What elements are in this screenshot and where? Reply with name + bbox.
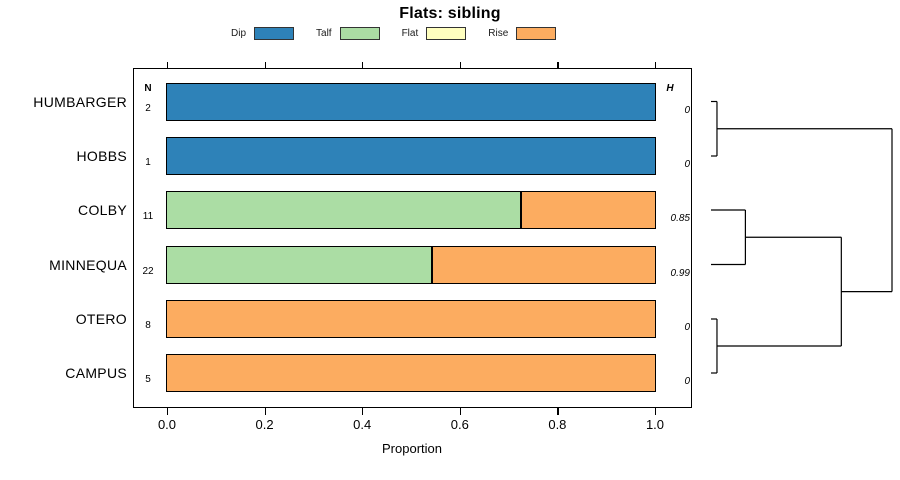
bar-segment-talf [167, 246, 433, 283]
bar-row [166, 300, 656, 338]
axis-tick-top [655, 61, 657, 68]
axis-tick-top [459, 61, 461, 68]
y-axis-label: OTERO [75, 311, 127, 327]
chart-title: Flats: sibling [399, 5, 501, 22]
axis-tick-label: 0.8 [548, 417, 567, 432]
bar-segment-rise [167, 301, 655, 337]
legend-swatch-talf [339, 27, 380, 40]
axis-tick-bottom [362, 408, 364, 415]
n-value: 11 [142, 211, 154, 222]
n-value: 22 [142, 265, 154, 277]
legend-item-rise: Rise [488, 27, 557, 40]
legend: Dip Talf Flat Rise [231, 27, 557, 40]
bar-row [166, 82, 656, 121]
n-column-header: N [144, 83, 152, 94]
n-value: 5 [145, 374, 151, 385]
h-value: 0 [684, 322, 690, 333]
x-axis-title: Proportion [382, 441, 442, 456]
legend-swatch-flat [426, 27, 467, 40]
h-value: 0 [684, 376, 690, 387]
y-axis-label: COLBY [78, 202, 127, 218]
legend-swatch-dip [254, 27, 295, 40]
y-axis-label: CAMPUS [65, 365, 127, 381]
legend-label: Rise [488, 28, 509, 39]
n-value: 1 [145, 157, 151, 168]
n-value: 2 [145, 102, 151, 114]
axis-tick-bottom [167, 408, 169, 415]
bar-row [166, 137, 656, 175]
axis-tick-label: 0.0 [157, 417, 177, 432]
n-value: 8 [145, 320, 151, 331]
h-value: 0.99 [670, 267, 690, 279]
bar-segment-dip [167, 138, 655, 174]
h-value: 0 [684, 104, 690, 116]
axis-tick-top [362, 61, 364, 68]
axis-tick-top [264, 61, 266, 68]
axis-tick-bottom [459, 408, 461, 415]
axis-tick-bottom [655, 408, 657, 415]
bar-segment-rise [521, 192, 655, 228]
bar-segment-dip [167, 83, 655, 120]
axis-tick-bottom [557, 408, 559, 415]
bar-segment-talf [167, 192, 522, 228]
y-axis-label: HUMBARGER [33, 93, 127, 110]
axis-tick-bottom [264, 408, 266, 415]
h-value: 0.85 [670, 213, 690, 224]
bar-row [166, 191, 656, 229]
axis-tick-label: 0.6 [450, 417, 469, 432]
axis-tick-label: 1.0 [645, 417, 665, 432]
plot-frame [133, 68, 692, 408]
bar-segment-rise [432, 246, 655, 283]
axis-tick-top [167, 61, 169, 68]
y-axis-label: MINNEQUA [49, 256, 127, 273]
bar-row [166, 245, 656, 284]
legend-label: Dip [231, 28, 247, 39]
axis-tick-label: 0.4 [353, 417, 372, 432]
legend-label: Talf [316, 28, 332, 39]
axis-tick-label: 0.2 [255, 417, 274, 432]
legend-item-flat: Flat [402, 27, 467, 40]
legend-item-talf: Talf [316, 27, 380, 40]
legend-label: Flat [401, 28, 419, 39]
legend-item-dip: Dip [231, 27, 295, 40]
h-column-header: H [666, 83, 674, 94]
axis-tick-top [557, 61, 559, 68]
h-value: 0 [684, 159, 690, 170]
bar-segment-rise [167, 355, 655, 391]
legend-swatch-rise [516, 27, 557, 40]
y-axis-label: HOBBS [76, 148, 127, 164]
bar-row [166, 354, 656, 392]
